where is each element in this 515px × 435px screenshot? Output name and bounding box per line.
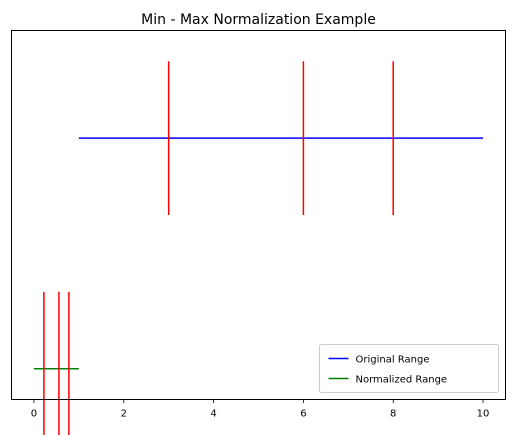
legend-label-1: Normalized Range [356, 375, 448, 386]
x-tick-label-5: 10 [477, 409, 490, 420]
x-tick-label-3: 6 [300, 409, 306, 420]
x-tick-label-4: 8 [390, 409, 396, 420]
legend-box [319, 344, 499, 393]
x-axis: 0 2 4 6 8 10 [31, 399, 490, 420]
legend: Original Range Normalized Range [319, 344, 499, 393]
x-tick-label-2: 4 [210, 409, 216, 420]
plot-frame [11, 30, 506, 400]
chart-title: Min - Max Normalization Example [141, 12, 376, 28]
legend-label-0: Original Range [356, 355, 430, 366]
plot-area [33, 61, 484, 435]
x-tick-label-0: 0 [31, 409, 37, 420]
x-tick-label-1: 2 [121, 409, 127, 420]
